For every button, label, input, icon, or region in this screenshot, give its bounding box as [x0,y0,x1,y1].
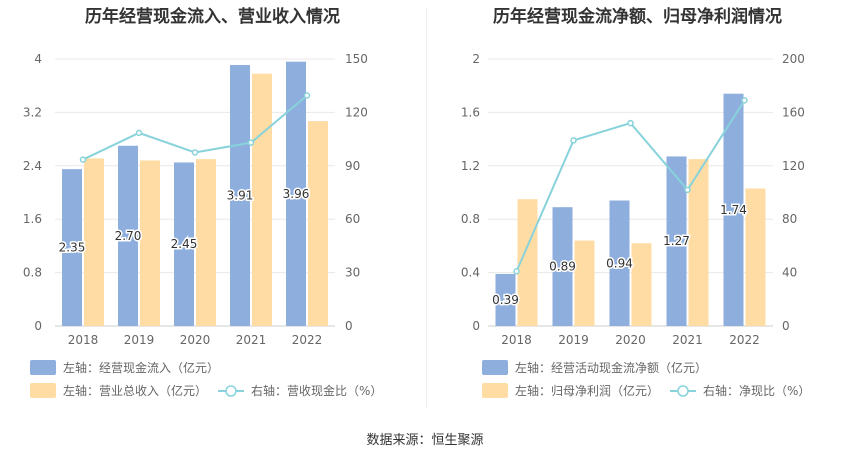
x-axis-tick-label: 2022 [729,333,760,347]
bar-data-label: 3.96 [283,187,310,201]
legend-swatch-primary [30,360,56,375]
right-axis-tick-label: 120 [782,159,805,173]
bar-data-label: 3.91 [227,189,254,203]
right-axis-tick-label: 60 [345,212,360,226]
right-axis-tick-label: 200 [782,52,805,66]
legend-label: 左轴：归母净利润（亿元） [515,383,659,398]
ratio-point [247,139,255,146]
bar-data-label: 0.94 [606,256,633,270]
legend-swatch-secondary [482,383,508,398]
bar-data-label: 0.89 [549,260,576,274]
left-axis-tick-label: 4 [34,52,42,66]
bar-primary [118,145,138,326]
bar-primary [62,169,82,326]
left-axis-tick-label: 3.2 [23,105,42,119]
left-axis-tick-label: 1.6 [23,212,42,226]
bar-primary [286,61,306,327]
bar-secondary [688,159,709,326]
legend-swatch-primary [482,360,508,375]
right-axis-tick-label: 30 [345,266,360,280]
bar-data-label: 1.74 [720,203,747,217]
bar-secondary [631,243,652,326]
bar-secondary [252,73,272,326]
bar-data-label: 2.45 [171,237,198,251]
ratio-point [135,129,143,137]
bar-secondary [745,188,766,326]
bar-secondary [574,240,595,326]
left-axis-tick-label: 1.6 [461,105,480,119]
bar-data-label: 2.70 [115,229,142,243]
x-axis-tick-label: 2022 [292,333,323,347]
right-axis-tick-label: 120 [345,105,368,119]
bar-secondary [140,160,160,326]
ratio-point [570,137,577,144]
legend-label: 右轴：营收现金比（%） [251,383,382,398]
panel-divider [426,8,427,408]
ratio-point [627,119,634,127]
legend-swatch-secondary [30,383,56,398]
x-axis-tick-label: 2020 [180,333,211,347]
ratio-point [303,92,311,99]
bar-primary [666,156,687,326]
ratio-point [741,97,748,104]
x-axis-tick-label: 2019 [558,333,589,347]
left-axis-tick-label: 0.8 [461,212,480,226]
x-axis-tick-label: 2018 [68,333,99,347]
left-axis-tick-label: 0 [472,319,480,333]
legend-label: 左轴：营业总收入（亿元） [63,383,207,398]
right-chart-title: 历年经营现金流净额、归母净利润情况 [493,7,782,27]
bar-secondary [308,121,328,326]
legend-line-marker [225,385,237,397]
bar-data-label: 2.35 [59,241,86,255]
left-axis-tick-label: 0.8 [23,266,42,280]
x-axis-tick-label: 2020 [615,333,646,347]
x-axis-tick-label: 2019 [124,333,155,347]
right-axis-tick-label: 160 [782,105,805,119]
bar-data-label: 0.39 [492,293,519,307]
bar-primary [230,65,250,326]
left-axis-tick-label: 2 [472,52,480,66]
bar-primary [552,207,573,326]
x-axis-tick-label: 2018 [501,333,532,347]
bar-secondary [84,158,104,326]
right-axis-tick-label: 0 [782,319,790,333]
ratio-point [191,149,199,156]
bar-primary [495,273,516,326]
bar-secondary [196,159,216,326]
bar-secondary [517,199,538,326]
right-axis-tick-label: 40 [782,266,797,280]
bar-primary [609,200,630,326]
right-axis-tick-label: 0 [345,319,353,333]
right-axis-tick-label: 90 [345,159,360,173]
bar-primary [174,162,194,326]
left-axis-tick-label: 0.4 [461,266,480,280]
ratio-point [513,268,520,275]
legend-label: 左轴：经营现金流入（亿元） [63,360,219,375]
left-axis-tick-label: 2.4 [23,159,42,173]
bar-data-label: 1.27 [663,234,690,248]
bar-primary [723,93,744,327]
data-source-note: 数据来源：恒生聚源 [366,433,484,448]
ratio-point [79,156,87,163]
legend-label: 左轴：经营活动现金流净额（亿元） [515,360,707,375]
left-axis-tick-label: 0 [34,319,42,333]
right-axis-tick-label: 150 [345,52,368,66]
legend-line-marker [677,385,689,397]
left-chart-title: 历年经营现金流入、营业收入情况 [85,7,340,27]
x-axis-tick-label: 2021 [236,333,267,347]
x-axis-tick-label: 2021 [672,333,703,347]
right-axis-tick-label: 80 [782,212,797,226]
left-axis-tick-label: 1.2 [461,159,480,173]
legend-label: 右轴：净现比（%） [703,383,810,398]
ratio-point [684,186,691,194]
